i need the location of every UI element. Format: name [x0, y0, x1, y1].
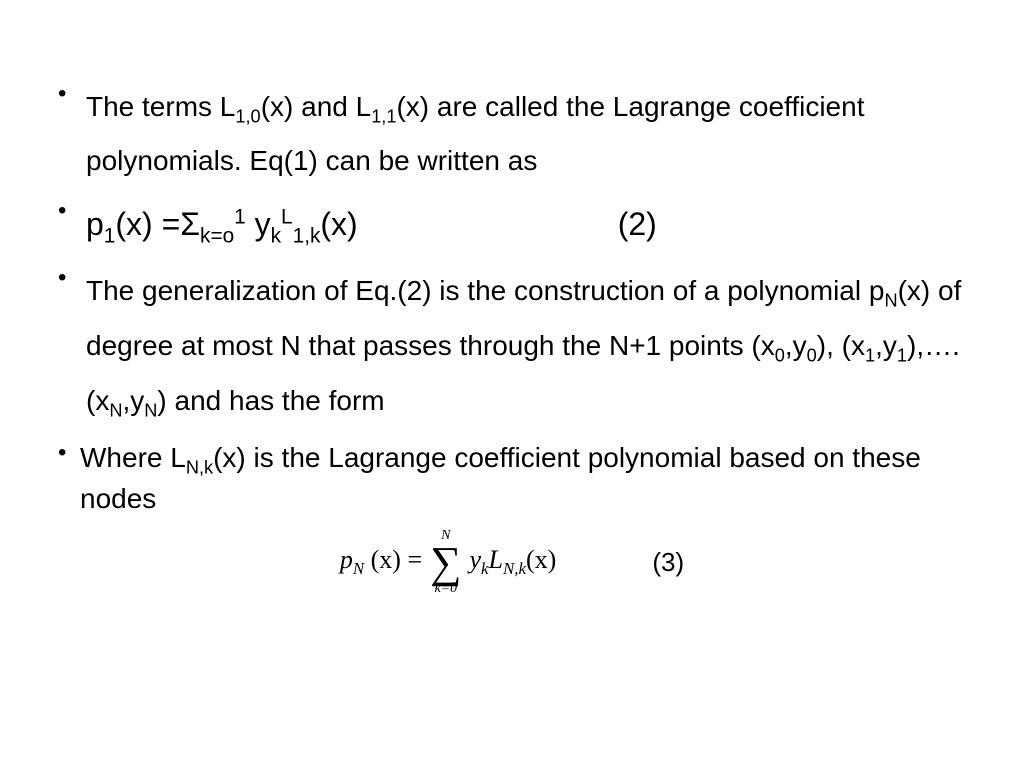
- text: (x) =Σ: [115, 206, 200, 242]
- text: Where L: [80, 442, 186, 473]
- text: ,y: [785, 330, 807, 361]
- slide: The terms L1,0(x) and L1,1(x) are called…: [0, 0, 1024, 768]
- subscript: 1,k: [293, 225, 321, 248]
- bullet-4: Where LN,k(x) is the Lagrange coefficien…: [50, 439, 974, 518]
- superscript: 1: [234, 206, 246, 229]
- equation-number: (2): [618, 206, 657, 242]
- subscript: N: [353, 559, 364, 578]
- text: (x) =: [364, 545, 422, 574]
- text: The terms L: [86, 91, 235, 122]
- subscript: 1: [865, 346, 875, 366]
- bullet-3: The generalization of Eq.(2) is the cons…: [50, 264, 974, 429]
- subscript: N: [144, 401, 157, 421]
- text: The generalization of Eq.(2) is the cons…: [86, 275, 884, 306]
- bullet-2-equation: p1(x) =Σk=o1 ykL1,k(x)(2): [50, 197, 974, 254]
- subscript: N,k: [186, 458, 213, 478]
- text: p: [340, 545, 353, 574]
- subscript: N: [109, 401, 122, 421]
- subscript: 1: [104, 225, 116, 248]
- text: y: [470, 545, 482, 574]
- subscript: 1,1: [371, 107, 396, 127]
- subscript: N: [884, 291, 897, 311]
- text: (x): [320, 206, 357, 242]
- equation-3: pN (x) = N ∑ k=0 ykLN,k(x) (3): [50, 528, 974, 596]
- text: ), (x: [817, 330, 865, 361]
- subscript: k: [271, 225, 281, 248]
- subscript: k: [481, 559, 489, 578]
- subscript: 0: [775, 346, 785, 366]
- text: p: [86, 206, 104, 242]
- text: ,y: [875, 330, 897, 361]
- subscript: N,k: [503, 559, 526, 578]
- text: ) and has the form: [157, 385, 384, 416]
- bullet-1: The terms L1,0(x) and L1,1(x) are called…: [50, 80, 974, 187]
- text: (x) and L: [261, 91, 372, 122]
- text: L: [489, 545, 503, 574]
- subscript: 1,0: [235, 107, 260, 127]
- subscript: 1: [897, 346, 907, 366]
- text: ,y: [122, 385, 144, 416]
- text: (x): [526, 545, 556, 574]
- bullet-list: The terms L1,0(x) and L1,1(x) are called…: [50, 80, 974, 518]
- superscript: L: [281, 206, 293, 229]
- sigma-icon: N ∑ k=0: [430, 528, 461, 596]
- subscript: 0: [807, 346, 817, 366]
- subscript: k=o: [200, 225, 234, 248]
- text: (x) is the Lagrange coefficient polynomi…: [80, 442, 921, 514]
- sum-lower-limit: k=0: [434, 581, 457, 596]
- equation-number: (3): [652, 548, 684, 577]
- text: y: [246, 206, 271, 242]
